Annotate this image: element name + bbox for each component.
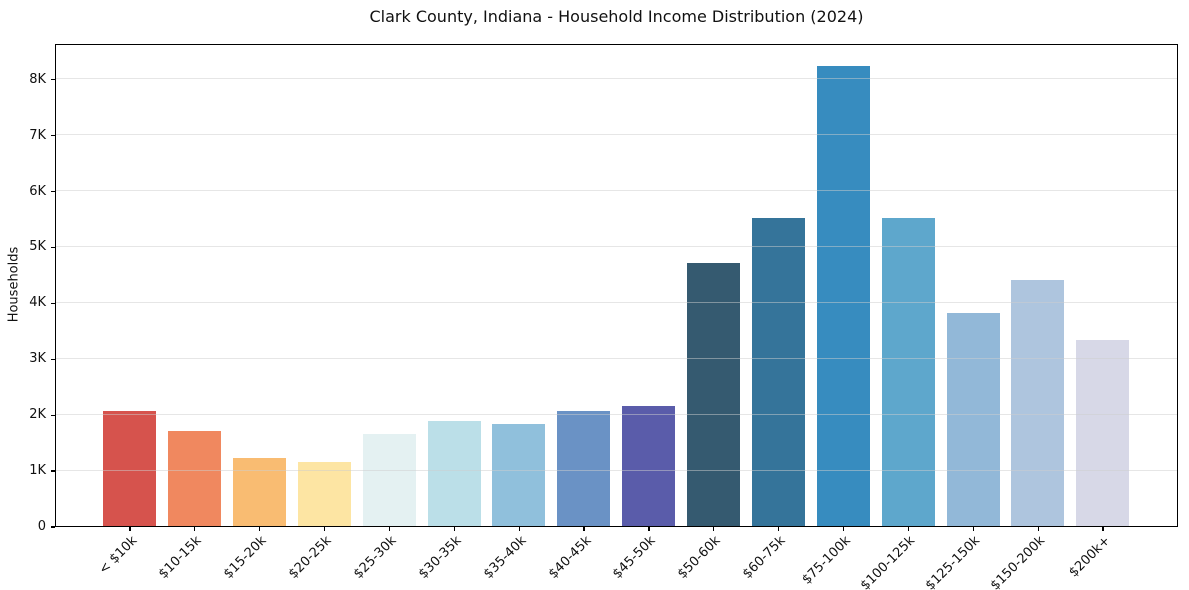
x-tick-mark — [842, 527, 845, 531]
bar-$30-35k — [427, 420, 481, 526]
bar-$50-60k — [687, 263, 741, 526]
y-tick-mark — [50, 135, 55, 137]
bar-$100-125k — [881, 217, 935, 526]
bar-$200k+ — [1076, 339, 1130, 526]
bar-< $10k — [103, 411, 157, 526]
x-tick-mark — [129, 527, 131, 531]
bar-$35-40k — [492, 423, 546, 526]
gridline-7K — [56, 134, 1177, 136]
bar-$75-100k — [816, 66, 870, 526]
bar-$125-150k — [946, 313, 1000, 526]
y-tick-mark — [50, 414, 55, 416]
y-tick-mark — [50, 246, 55, 249]
y-tick-mark — [50, 190, 55, 193]
y-tick-mark — [50, 470, 55, 472]
y-tick-label: 4K — [29, 295, 46, 311]
x-tick-mark — [907, 527, 910, 531]
gridline-2K — [56, 413, 1177, 415]
y-tick-label: 8K — [29, 71, 46, 87]
x-tick-mark — [453, 527, 455, 531]
y-tick-mark — [50, 358, 55, 360]
x-tick-mark — [648, 527, 650, 531]
gridline-6K — [56, 190, 1177, 192]
bar-$40-45k — [557, 410, 611, 526]
x-tick-mark — [324, 527, 326, 531]
gridline-1K — [56, 469, 1177, 471]
y-tick-label: 1K — [29, 463, 46, 479]
x-tick-mark — [1037, 527, 1039, 531]
gridline-3K — [56, 357, 1177, 359]
x-tick-mark — [518, 527, 520, 531]
x-tick-mark — [194, 527, 196, 531]
y-tick-label: 0 — [37, 519, 46, 534]
gridline-8K — [56, 78, 1177, 80]
gridline-4K — [56, 301, 1177, 303]
bar-$45-50k — [622, 405, 676, 526]
bar-$15-20k — [232, 457, 286, 526]
y-tick-label: 7K — [29, 127, 46, 143]
x-tick-mark — [713, 527, 715, 531]
bar-$60-75k — [751, 217, 805, 526]
gridline-5K — [56, 246, 1177, 247]
y-tick-label: 6K — [29, 183, 46, 199]
x-tick-mark — [1102, 527, 1104, 531]
bar-$25-30k — [362, 433, 416, 526]
bar-$150-200k — [1011, 280, 1065, 526]
x-tick-mark — [972, 527, 974, 531]
y-tick-label: 3K — [29, 351, 46, 367]
chart-title: Clark County, Indiana - Household Income… — [369, 7, 864, 26]
y-tick-mark — [50, 302, 55, 304]
y-tick-mark — [50, 79, 55, 81]
bar-$10-15k — [168, 430, 222, 526]
y-tick-label: 2K — [29, 407, 46, 423]
x-tick-mark — [388, 527, 391, 531]
x-tick-mark — [778, 527, 780, 531]
y-tick-label: 5K — [29, 239, 46, 255]
y-tick-mark — [50, 526, 55, 528]
x-tick-label: $200k+ — [1065, 533, 1113, 581]
x-tick-mark — [583, 527, 585, 531]
x-tick-mark — [259, 527, 261, 531]
bar-$20-25k — [297, 461, 351, 526]
plot-area — [55, 44, 1178, 527]
